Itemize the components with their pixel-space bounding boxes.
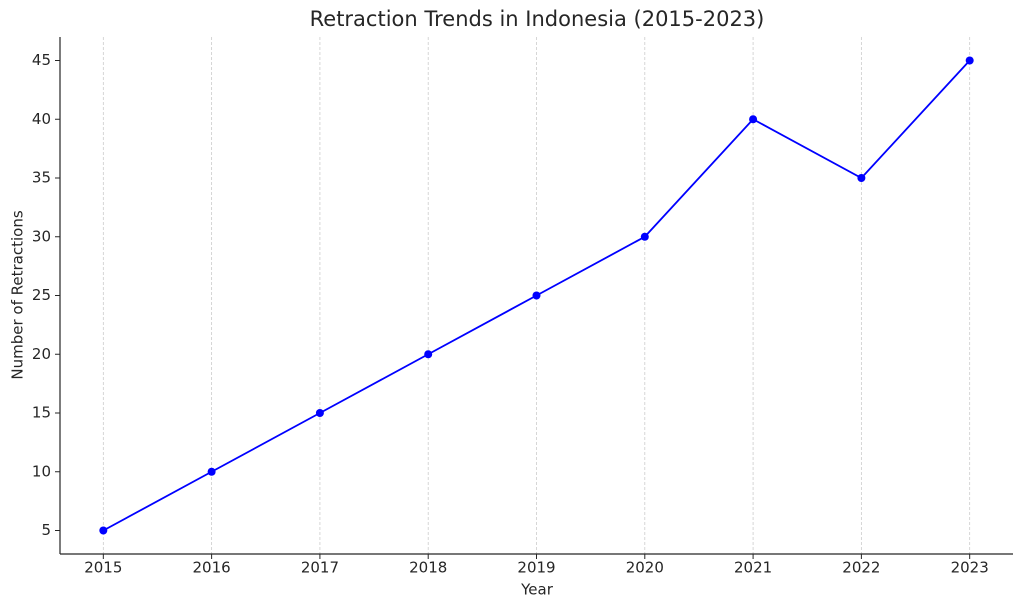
x-tick-label: 2017 bbox=[301, 559, 339, 577]
x-tick-label: 2021 bbox=[734, 559, 772, 577]
y-tick-label: 15 bbox=[32, 404, 51, 422]
y-axis-label: Number of Retractions bbox=[9, 210, 27, 379]
data-point bbox=[749, 115, 758, 124]
x-tick-label: 2020 bbox=[626, 559, 664, 577]
y-tick-label: 20 bbox=[32, 345, 51, 363]
x-tick-label: 2015 bbox=[84, 559, 122, 577]
x-tick-label: 2022 bbox=[842, 559, 880, 577]
chart-title: Retraction Trends in Indonesia (2015-202… bbox=[310, 7, 765, 31]
y-tick-label: 25 bbox=[32, 286, 51, 304]
data-point bbox=[424, 350, 433, 359]
data-point bbox=[315, 409, 324, 417]
y-tick-label: 45 bbox=[32, 51, 51, 69]
y-tick-label: 10 bbox=[32, 462, 51, 480]
x-axis-label: Year bbox=[520, 581, 554, 599]
data-point bbox=[965, 56, 974, 65]
x-tick-label: 2019 bbox=[517, 559, 555, 577]
y-tick-label: 30 bbox=[32, 227, 51, 245]
y-tick-label: 5 bbox=[41, 521, 51, 539]
y-tick-label: 35 bbox=[32, 169, 51, 187]
data-point bbox=[857, 174, 866, 182]
x-tick-label: 2016 bbox=[193, 559, 231, 577]
x-tick-label: 2018 bbox=[409, 559, 447, 577]
x-tick-label: 2023 bbox=[951, 559, 989, 577]
y-tick-label: 40 bbox=[32, 110, 51, 128]
data-point bbox=[640, 232, 649, 241]
data-point bbox=[99, 526, 108, 535]
data-point bbox=[532, 291, 541, 300]
data-point bbox=[207, 467, 216, 476]
